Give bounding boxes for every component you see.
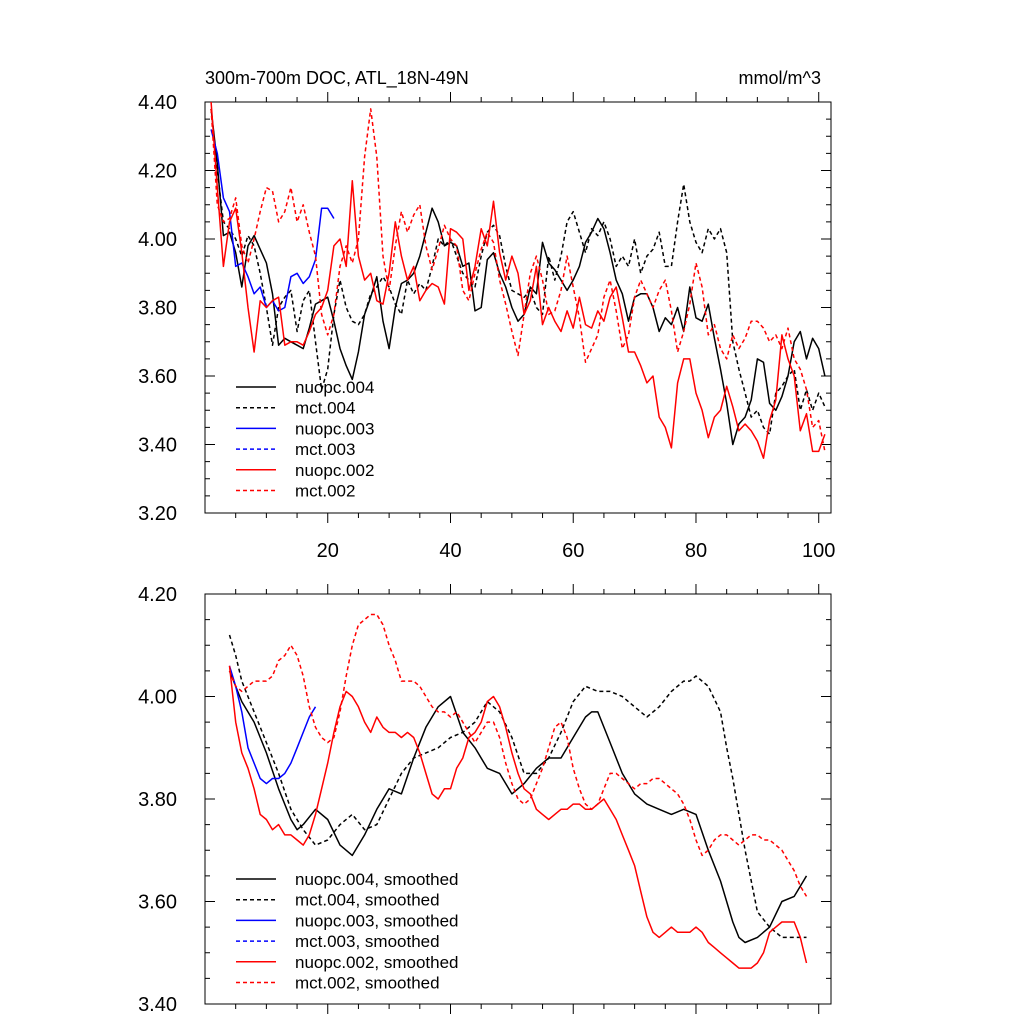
series-line-nuopc-002-smoothed — [228, 665, 808, 969]
chart-title: 300m-700m DOC, ATL_18N-49N — [205, 68, 469, 89]
legend-label: nuopc.003 — [295, 419, 374, 438]
x-tick-label: 100 — [802, 540, 835, 562]
y-tick-label: 3.20 — [138, 503, 177, 525]
series-line-nuopc-003-smoothed — [228, 665, 317, 785]
y-tick-label: 3.40 — [138, 994, 177, 1016]
series-line-mct-004-smoothed — [228, 634, 807, 939]
x-tick-label: 20 — [317, 540, 339, 562]
series-line-nuopc-004 — [210, 108, 826, 446]
legend-label: mct.002 — [295, 482, 355, 501]
legend-label: mct.003, smoothed — [295, 932, 440, 951]
x-tick-label: 60 — [562, 540, 584, 562]
series-line-nuopc-002 — [210, 101, 826, 459]
y-tick-label: 4.00 — [138, 687, 177, 709]
y-tick-label: 3.60 — [138, 366, 177, 388]
series-line-nuopc-004-smoothed — [228, 670, 808, 944]
legend-label: nuopc.003, smoothed — [295, 911, 459, 930]
y-tick-label: 4.20 — [138, 584, 177, 606]
y-tick-label: 3.80 — [138, 789, 177, 811]
x-tick-label: 80 — [685, 540, 707, 562]
panel-2: 3.40 3.60 3.80 4.00 4.20 nuopc.004, smoothed m… — [138, 584, 832, 1016]
y-tick-label: 3.60 — [138, 892, 177, 914]
legend-label: mct.004, smoothed — [295, 891, 440, 910]
legend-label: mct.004 — [295, 399, 355, 418]
series-line-mct-002 — [210, 108, 826, 452]
legend-label: nuopc.002 — [295, 461, 374, 480]
legend-label: mct.003 — [295, 440, 355, 459]
panel-1: 300m-700m DOC, ATL_18N-49N mmol/m^3 3.20 3.… — [138, 68, 835, 562]
series-line-mct-002-smoothed — [228, 613, 808, 897]
units-label: mmol/m^3 — [739, 68, 821, 88]
y-tick-label: 3.40 — [138, 435, 177, 457]
legend-label: mct.002, smoothed — [295, 974, 440, 993]
y-tick-label: 4.20 — [138, 161, 177, 183]
y-tick-label: 4.00 — [138, 229, 177, 251]
legend-label: nuopc.002, smoothed — [295, 953, 459, 972]
series-line-mct-004 — [210, 108, 826, 435]
legend-label: nuopc.004 — [295, 378, 374, 397]
x-tick-label: 40 — [439, 540, 461, 562]
y-tick-label: 3.80 — [138, 298, 177, 320]
legend-label: nuopc.004, smoothed — [295, 870, 459, 889]
y-tick-label: 4.40 — [138, 92, 177, 114]
